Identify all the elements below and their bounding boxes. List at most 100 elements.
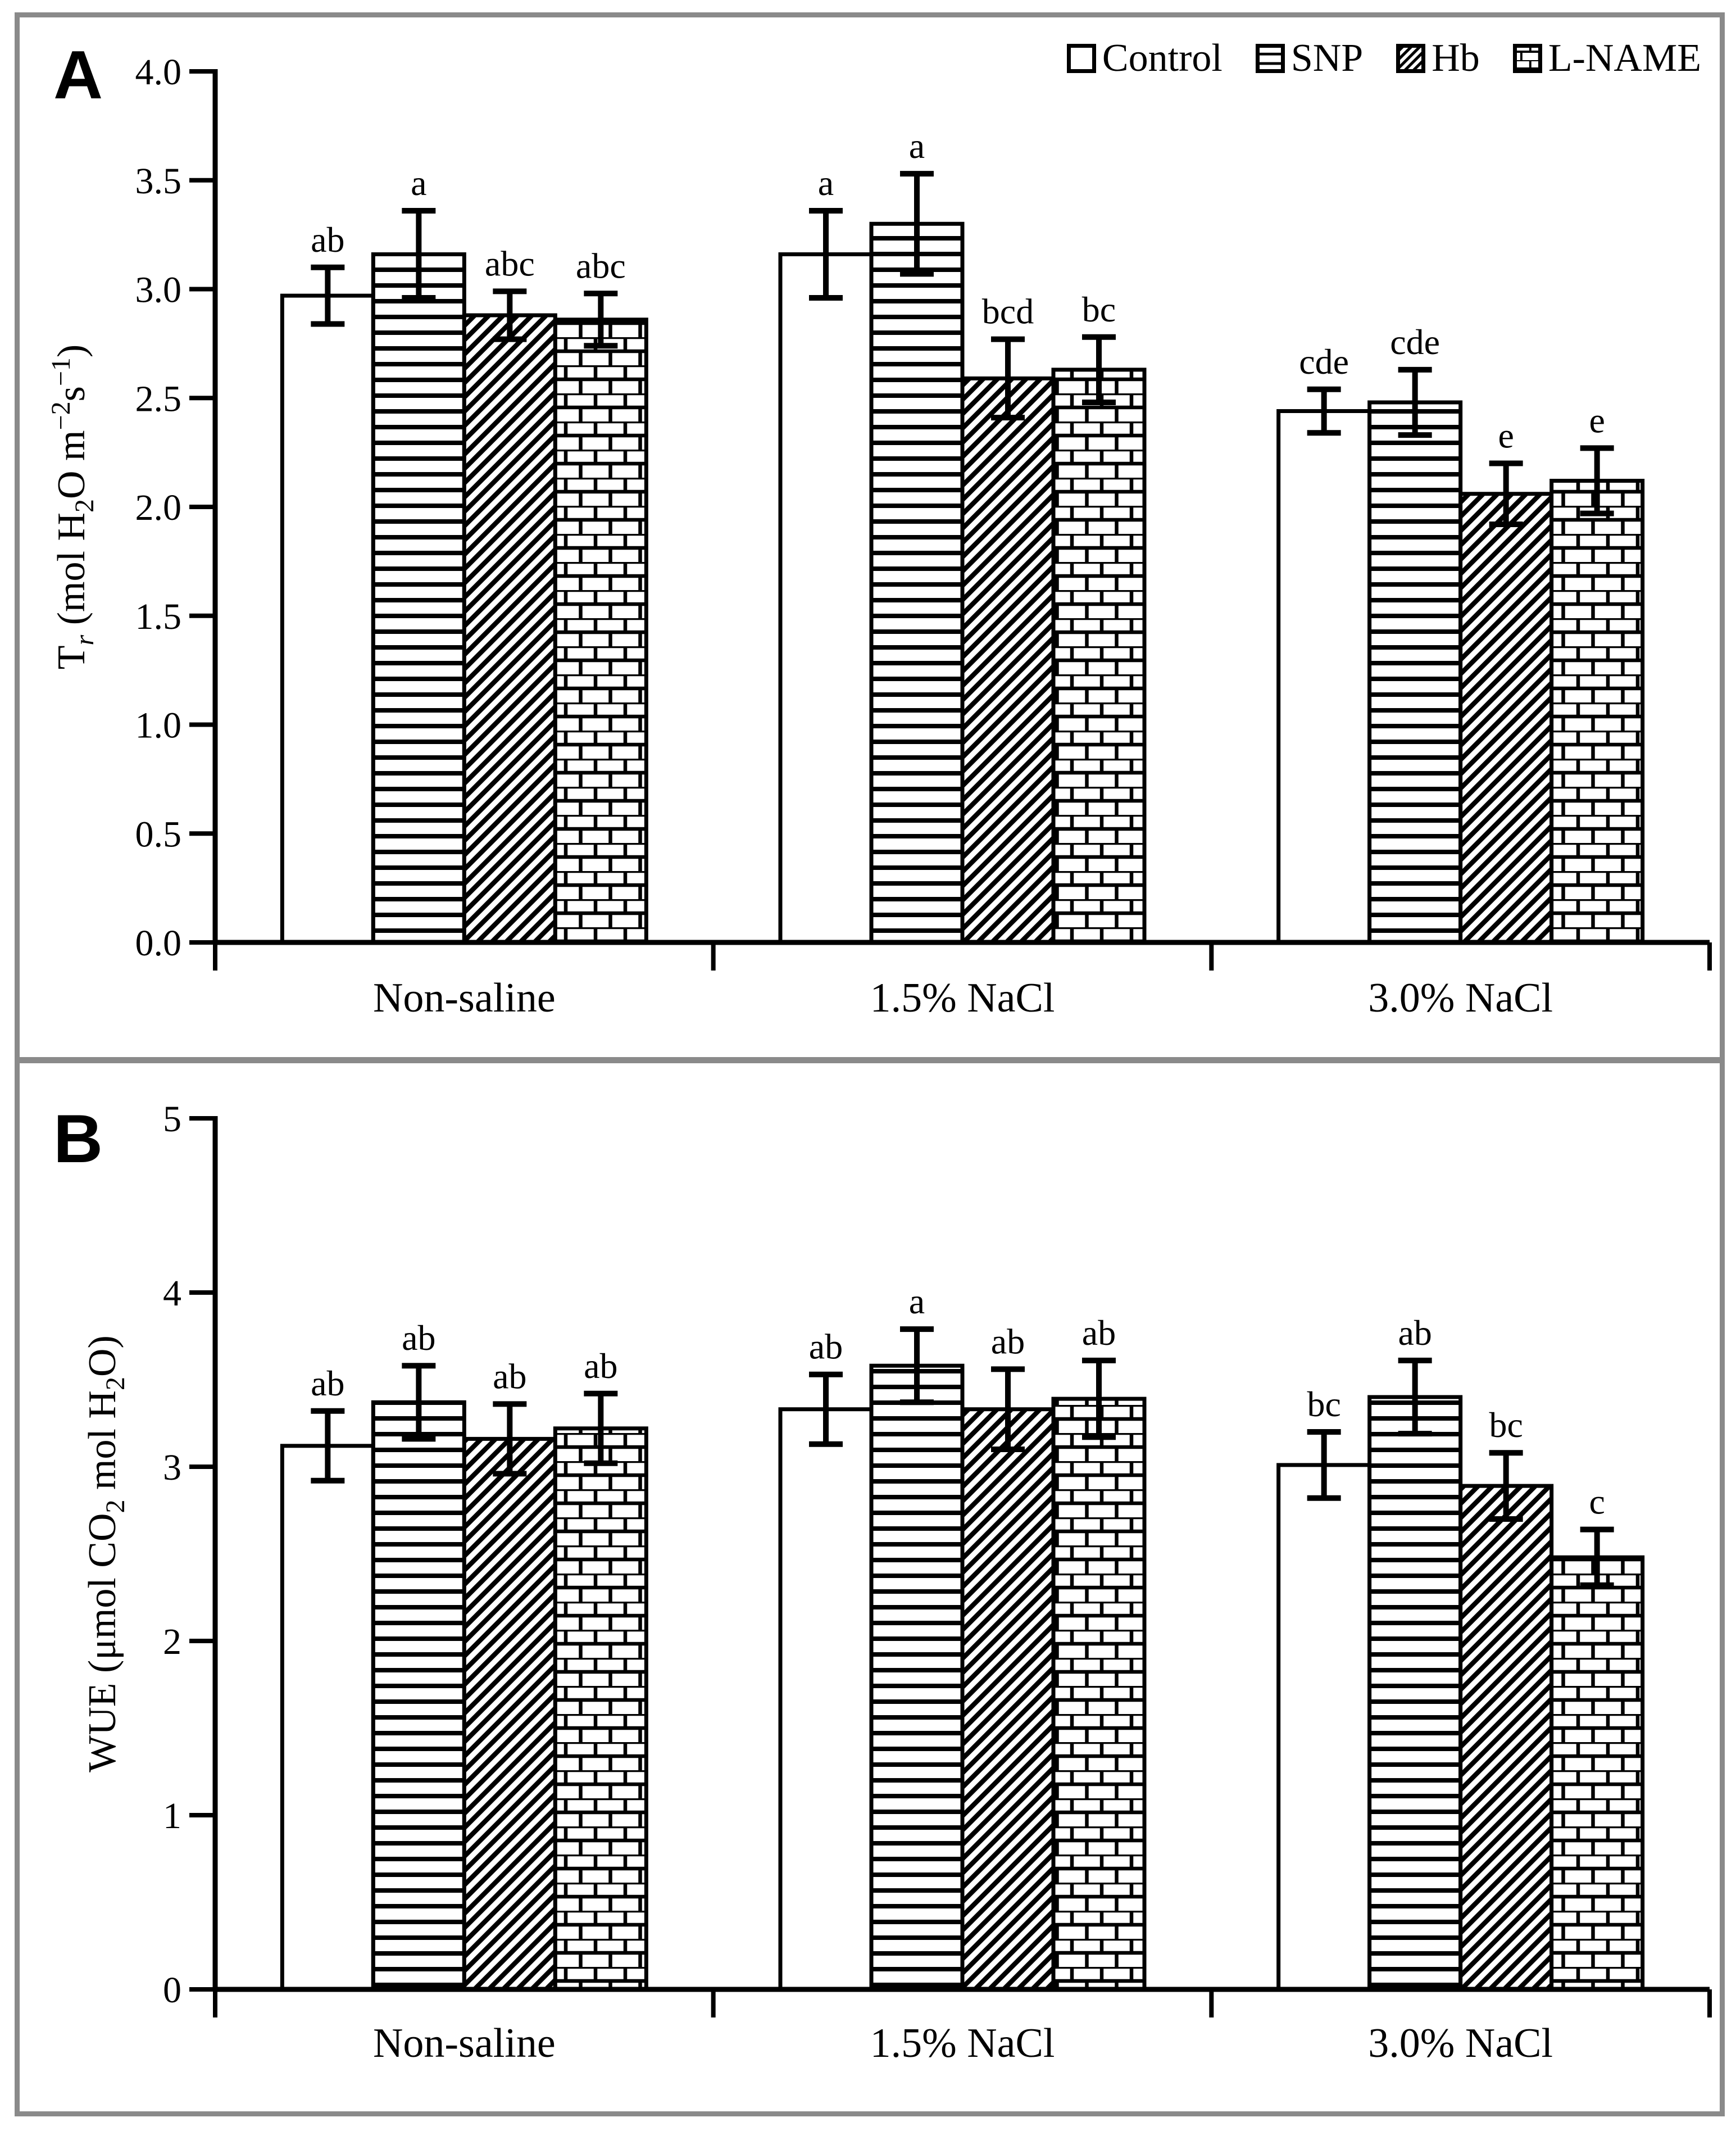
ytick-label: 2.5 xyxy=(135,378,182,419)
panel-A-category-labels: Non-saline 1.5% NaCl 3.0% NaCl xyxy=(373,975,1553,1021)
panel-B-axes xyxy=(189,1116,1712,2017)
error-bar-Hb-2 xyxy=(1489,1450,1523,1522)
bar-Control-1 xyxy=(778,1407,874,1992)
ytick-label: 0.0 xyxy=(135,923,182,964)
ytick-label: 0 xyxy=(163,1970,181,2011)
legend-item-hb: Hb xyxy=(1396,36,1480,81)
sig-letter: bc xyxy=(1307,1384,1340,1424)
legend-label: SNP xyxy=(1290,37,1364,80)
legend-label: L-NAME xyxy=(1548,37,1701,80)
ytick-label: 1.0 xyxy=(135,705,182,746)
error-bar-Control-1 xyxy=(809,1371,843,1447)
error-bar-L-NAME-0 xyxy=(584,1390,618,1466)
sig-letter: ab xyxy=(1398,1313,1431,1353)
ytick-label: 2.0 xyxy=(135,487,182,528)
bar-Control-2 xyxy=(1276,409,1372,945)
plain-pattern-swatch-icon xyxy=(1066,44,1096,73)
category-label: 3.0% NaCl xyxy=(1368,975,1553,1021)
error-bar-Hb-1 xyxy=(991,336,1025,421)
error-bar-L-NAME-2 xyxy=(1580,445,1614,516)
bar-Hb-0 xyxy=(462,313,557,945)
diag-pattern-swatch-icon xyxy=(1396,44,1426,73)
sig-letter: c xyxy=(1589,1482,1605,1522)
sig-letter: bc xyxy=(1082,289,1116,329)
bar-L-NAME-2 xyxy=(1549,1555,1645,1992)
sig-letter: a xyxy=(909,126,925,166)
category-label: 1.5% NaCl xyxy=(870,975,1055,1021)
bar-Hb-2 xyxy=(1458,1484,1554,1992)
error-bar-SNP-0 xyxy=(402,1363,436,1442)
category-label: Non-saline xyxy=(373,2020,556,2066)
error-bar-SNP-1 xyxy=(900,1326,934,1405)
error-bar-SNP-0 xyxy=(402,208,436,301)
sig-letter: cde xyxy=(1299,342,1349,382)
error-bar-SNP-2 xyxy=(1398,1357,1432,1437)
sig-letter: ab xyxy=(311,1363,344,1403)
hlines-pattern-swatch-icon xyxy=(1255,44,1285,73)
sig-letter: ab xyxy=(402,1318,435,1358)
bar-SNP-0 xyxy=(371,1400,466,1992)
sig-letter: ab xyxy=(584,1346,617,1386)
brick-pattern-swatch-icon xyxy=(1512,44,1542,73)
bar-L-NAME-2 xyxy=(1549,479,1645,945)
legend: Control SNP Hb L-NAME xyxy=(1066,36,1701,81)
bar-Control-1 xyxy=(778,252,874,945)
sig-letter: bcd xyxy=(982,292,1034,332)
panel-A: ab a cde a a cde abc bcd e abc bc e 0.0 0.5 1.0 1.5 2.0 2… xyxy=(46,37,1712,1021)
panel-letter-B: B xyxy=(53,1100,103,1177)
legend-item-snp: SNP xyxy=(1255,36,1363,81)
sig-letter: e xyxy=(1498,416,1514,456)
bar-Hb-0 xyxy=(462,1436,557,1992)
error-bar-L-NAME-0 xyxy=(584,291,618,349)
ytick-label: 1.5 xyxy=(135,596,182,637)
error-bar-Hb-1 xyxy=(991,1366,1025,1452)
category-label: Non-saline xyxy=(373,975,556,1021)
sig-letter: a xyxy=(411,163,426,203)
panel-B-ytick-labels: 0 1 2 3 4 5 xyxy=(163,1099,181,2011)
error-bar-Control-2 xyxy=(1307,1429,1341,1501)
panel-divider xyxy=(15,1057,1725,1063)
ytick-label: 2 xyxy=(163,1621,181,1662)
bar-Hb-1 xyxy=(960,376,1056,945)
bar-Control-2 xyxy=(1276,1463,1372,1992)
panel-B-y-axis-label: WUE (μmol CO2 mol H2O) xyxy=(81,1335,130,1772)
panel-A-ytick-labels: 0.0 0.5 1.0 1.5 2.0 2.5 3.0 3.5 4.0 xyxy=(135,52,182,964)
sig-letter: e xyxy=(1589,400,1605,440)
category-label: 1.5% NaCl xyxy=(870,2020,1055,2066)
legend-label: Hb xyxy=(1431,37,1480,80)
panel-B: ab ab bc ab a ab ab ab bc ab ab c 0 1 2 3 4 5 Non-saline 1.… xyxy=(53,1099,1712,2066)
ytick-label: 4.0 xyxy=(135,52,182,93)
bar-Control-0 xyxy=(280,1444,375,1992)
sig-letter: cde xyxy=(1390,322,1440,362)
error-bar-L-NAME-1 xyxy=(1082,334,1116,405)
bar-SNP-1 xyxy=(869,1363,965,1992)
bar-Hb-2 xyxy=(1458,492,1554,945)
panel-B-category-labels: Non-saline 1.5% NaCl 3.0% NaCl xyxy=(373,2020,1553,2066)
error-bar-Hb-0 xyxy=(493,1401,527,1477)
panel-A-axes xyxy=(189,69,1712,971)
legend-label: Control xyxy=(1102,37,1223,80)
panel-A-y-axis-label: Tr (mol H2O m−2s−1) xyxy=(46,344,99,669)
panel-B-bars: ab ab bc ab a ab ab ab bc ab ab c xyxy=(280,1281,1645,1992)
error-bar-Hb-2 xyxy=(1489,460,1523,527)
error-bar-L-NAME-2 xyxy=(1580,1526,1614,1588)
ytick-label: 0.5 xyxy=(135,814,182,855)
error-bar-SNP-2 xyxy=(1398,366,1432,438)
ytick-label: 5 xyxy=(163,1099,181,1140)
sig-letter: a xyxy=(909,1281,925,1321)
legend-item-control: Control xyxy=(1066,36,1223,81)
error-bar-Control-1 xyxy=(809,208,843,301)
sig-letter: abc xyxy=(485,243,535,283)
sig-letter: bc xyxy=(1489,1405,1523,1445)
ytick-label: 3.0 xyxy=(135,270,182,311)
bar-SNP-0 xyxy=(371,252,466,945)
sig-letter: ab xyxy=(1082,1313,1116,1353)
bar-L-NAME-0 xyxy=(553,1426,648,1992)
bar-L-NAME-0 xyxy=(553,318,648,945)
bar-L-NAME-1 xyxy=(1051,368,1147,945)
bar-L-NAME-1 xyxy=(1051,1397,1147,1992)
category-label: 3.0% NaCl xyxy=(1368,2020,1553,2066)
panel-A-bars: ab a cde a a cde abc bcd e abc bc e xyxy=(280,126,1645,945)
bar-Hb-1 xyxy=(960,1407,1056,1992)
